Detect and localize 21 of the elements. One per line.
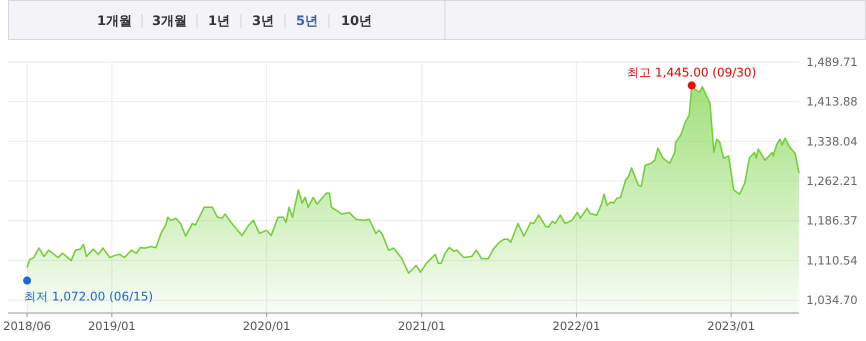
- x-tick-label: 2018/06: [3, 319, 51, 333]
- y-tick-label: 1,110.54: [806, 253, 858, 268]
- y-tick-label: 1,186.37: [806, 214, 858, 228]
- x-tick-label: 2019/01: [88, 319, 136, 333]
- y-tick-label: 1,489.71: [806, 55, 858, 69]
- annotation: 최저 1,072.00 (06/15): [24, 290, 154, 304]
- text: 3년: [252, 14, 274, 29]
- text: 1개월: [96, 14, 132, 29]
- text: 1년: [208, 14, 230, 29]
- y-tick-label: 1,034.70: [806, 293, 858, 308]
- y-tick-label: 1,413.88: [806, 94, 858, 109]
- x-tick-label: 2020/01: [242, 319, 290, 333]
- y-tick-label: 1,338.04: [806, 134, 858, 148]
- text: 10년: [340, 14, 372, 29]
- annotation: 최고 1,445.00 (09/30): [627, 65, 756, 80]
- text: 5년: [296, 14, 318, 29]
- x-tick-label: 2022/01: [552, 319, 600, 333]
- text: 3개월: [152, 14, 188, 29]
- y-tick-label: 1,262.21: [806, 174, 858, 188]
- x-tick-label: 2021/01: [398, 319, 446, 333]
- x-tick-label: 2023/01: [707, 319, 756, 333]
